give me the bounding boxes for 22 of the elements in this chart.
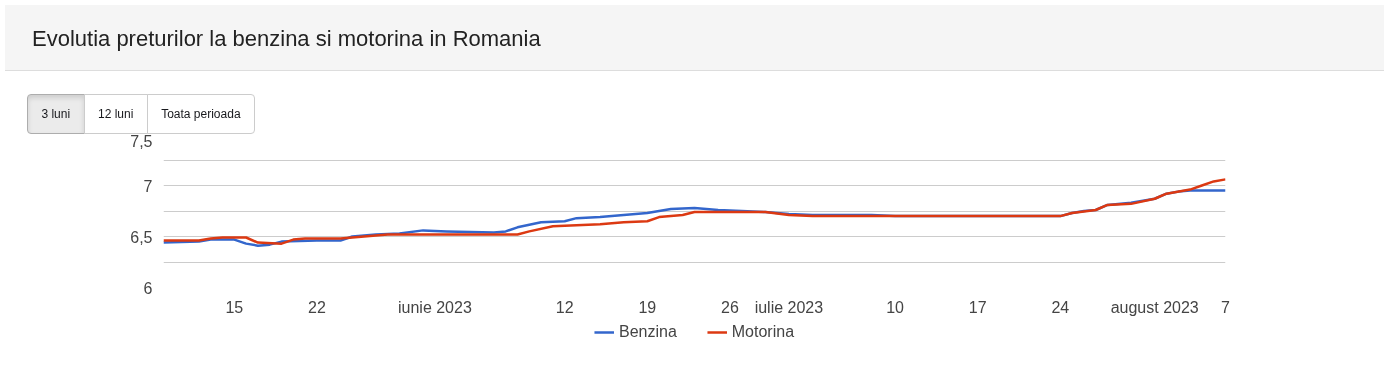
- x-tick-label: 10: [886, 298, 905, 316]
- x-tick-label: iulie 2023: [754, 298, 824, 316]
- text: Toata perioada: [146, 94, 255, 134]
- x-tick-label: 7: [1221, 298, 1231, 316]
- x-tick-label: iunie 2023: [397, 298, 472, 316]
- text: 12 luni: [83, 94, 148, 134]
- x-tick-label: 24: [1051, 298, 1070, 316]
- x-tick-label: 12: [555, 298, 574, 316]
- x-tick-label: 26: [721, 298, 739, 316]
- y-tick-label: 7,5: [130, 132, 153, 150]
- y-tick-label: 6,5: [130, 228, 153, 246]
- x-tick-label: 22: [308, 298, 326, 316]
- y-tick-label: 6: [143, 279, 153, 297]
- chart-title: Evolutia preturilor la benzina si motorina in Romania: [32, 25, 541, 53]
- x-tick-label: 19: [638, 298, 657, 316]
- x-tick-label: 17: [968, 298, 987, 316]
- legend-label: Benzina: [618, 323, 677, 341]
- x-tick-label: 15: [225, 298, 244, 316]
- text: 3 luni: [27, 94, 85, 134]
- x-tick-label: august 2023: [1110, 298, 1199, 316]
- legend-label: Motorina: [731, 323, 795, 341]
- y-tick-label: 7: [143, 177, 153, 195]
